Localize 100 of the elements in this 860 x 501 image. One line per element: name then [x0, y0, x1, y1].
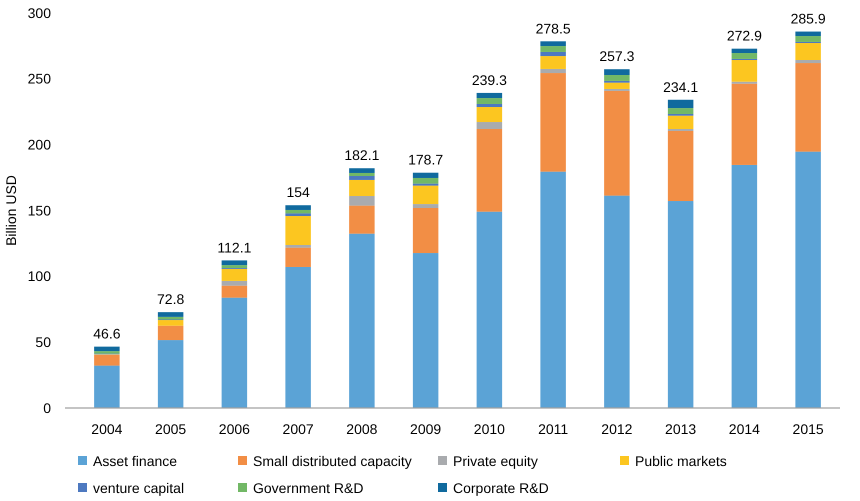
- bar: [604, 69, 630, 76]
- bar: [668, 116, 694, 129]
- total-label: 285.9: [790, 10, 826, 27]
- x-tick-label: 2009: [410, 421, 442, 437]
- bar: [540, 56, 566, 69]
- x-tick-label: 2011: [538, 421, 568, 437]
- bar: [540, 46, 566, 52]
- legend-label: Asset finance: [93, 452, 178, 469]
- bar: [285, 213, 311, 216]
- bar: [476, 92, 502, 98]
- bar: [668, 108, 694, 114]
- bar: [412, 186, 438, 204]
- total-label: 178.7: [408, 152, 444, 168]
- x-tick-label: 2007: [282, 421, 314, 437]
- total-label: 272.9: [726, 28, 762, 44]
- bar: [540, 68, 566, 74]
- total-label: 278.5: [536, 20, 571, 36]
- bar: [94, 354, 120, 366]
- bar: [476, 107, 502, 122]
- legend-label: Small distributed capacity: [253, 452, 412, 469]
- bar: [795, 152, 821, 408]
- bar: [222, 280, 248, 286]
- bar: [476, 104, 502, 108]
- y-tick-label: 100: [28, 268, 52, 284]
- x-tick-label: 2005: [155, 421, 186, 437]
- bar: [476, 98, 502, 104]
- bar: [222, 265, 248, 268]
- bar: [349, 172, 375, 176]
- bar: [412, 208, 438, 254]
- bar: [668, 201, 694, 408]
- bar: [795, 63, 821, 152]
- bar: [795, 43, 821, 60]
- bar: [349, 168, 375, 173]
- bar: [412, 204, 438, 208]
- bar: [476, 212, 502, 408]
- legend-label: venture capital: [93, 480, 184, 496]
- total-label: 239.3: [472, 72, 508, 88]
- bar: [222, 260, 248, 266]
- bar: [732, 60, 758, 82]
- bar: [732, 48, 758, 54]
- bar: [285, 244, 311, 248]
- bar: [476, 122, 502, 129]
- y-tick-label: 250: [28, 70, 52, 87]
- bar: [349, 180, 375, 196]
- legend-label: Government R&D: [253, 480, 364, 496]
- bar: [412, 172, 438, 178]
- total-label: 112.1: [217, 239, 252, 256]
- total-label: 72.8: [157, 291, 184, 308]
- y-tick-label: 200: [28, 136, 52, 153]
- x-tick-label: 2004: [91, 421, 123, 437]
- legend-label: Public markets: [635, 452, 727, 469]
- bar: [540, 172, 566, 408]
- bar: [349, 234, 375, 408]
- bar: [604, 196, 630, 408]
- bar: [732, 53, 758, 59]
- total-label: 234.1: [663, 78, 698, 95]
- y-axis-title: Billion USD: [3, 175, 19, 246]
- bar: [349, 206, 375, 234]
- bar: [94, 366, 120, 408]
- x-tick-label: 2013: [665, 421, 696, 437]
- bar: [285, 210, 311, 214]
- x-tick-label: 2010: [474, 421, 506, 437]
- y-tick-label: 50: [35, 334, 52, 350]
- bar: [604, 75, 630, 81]
- x-tick-label: 2012: [601, 421, 633, 437]
- x-tick-label: 2014: [728, 421, 760, 437]
- bar: [795, 60, 821, 64]
- bar: [222, 268, 248, 281]
- bar: [285, 205, 311, 210]
- bar: [732, 84, 758, 165]
- y-tick-label: 150: [28, 202, 52, 218]
- bar: [668, 100, 694, 108]
- bar: [795, 32, 821, 36]
- bar: [285, 266, 311, 408]
- bar: [604, 90, 630, 196]
- total-label: 182.1: [344, 147, 380, 164]
- bar: [540, 73, 566, 172]
- total-label: 154: [286, 184, 310, 200]
- x-tick-label: 2006: [218, 421, 250, 437]
- y-tick-label: 0: [43, 400, 52, 416]
- bar: [285, 248, 311, 267]
- x-tick-label: 2015: [792, 421, 824, 437]
- bar: [94, 351, 120, 354]
- bar: [412, 253, 438, 408]
- bar: [795, 36, 821, 42]
- bar: [222, 286, 248, 298]
- bar: [285, 216, 311, 245]
- total-label: 257.3: [599, 48, 635, 64]
- bar: [158, 320, 184, 326]
- bar: [732, 164, 758, 408]
- total-label: 46.6: [93, 326, 121, 342]
- bar: [540, 52, 566, 56]
- bar: [158, 316, 184, 320]
- legend-label: Private equity: [453, 452, 538, 469]
- bar: [604, 82, 630, 89]
- bar: [158, 312, 184, 317]
- x-tick-label: 2008: [346, 421, 378, 437]
- bar: [158, 340, 184, 408]
- bar: [540, 41, 566, 46]
- bar: [668, 130, 694, 202]
